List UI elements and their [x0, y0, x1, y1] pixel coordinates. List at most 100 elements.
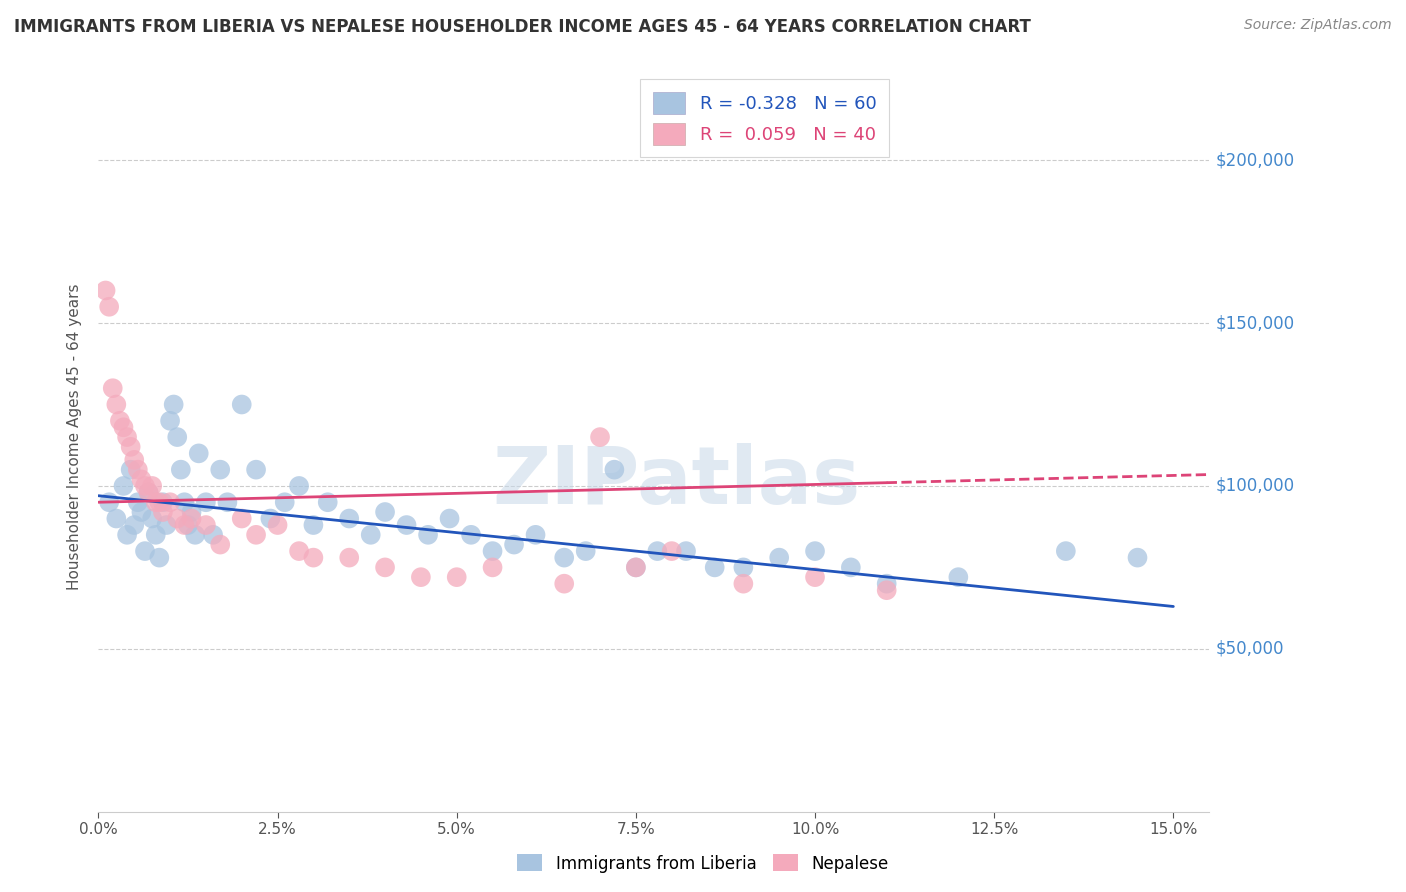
Point [98, 300, 121, 314]
Point [575, 544, 598, 558]
Point [145, 528, 167, 542]
Point [173, 495, 195, 509]
Point [141, 479, 163, 493]
Point [131, 472, 153, 486]
Point [503, 538, 526, 552]
Point [170, 463, 193, 477]
Point [337, 511, 360, 525]
Point [108, 414, 131, 428]
Point [209, 538, 232, 552]
Point [180, 511, 202, 525]
Point [127, 463, 149, 477]
Y-axis label: Householder Income Ages 45 - 64 years: Householder Income Ages 45 - 64 years [67, 284, 83, 591]
Point [177, 518, 200, 533]
Point [416, 528, 439, 542]
Point [127, 495, 149, 509]
Text: Source: ZipAtlas.com: Source: ZipAtlas.com [1244, 18, 1392, 32]
Point [138, 485, 160, 500]
Point [94, 284, 117, 298]
Point [194, 495, 217, 509]
Point [131, 505, 153, 519]
Point [1126, 550, 1149, 565]
Point [122, 518, 145, 533]
Point [173, 518, 195, 533]
Point [141, 511, 163, 525]
Point [105, 397, 128, 411]
Point [804, 544, 827, 558]
Point [524, 528, 547, 542]
Point [374, 560, 396, 574]
Point [148, 550, 170, 565]
Point [184, 528, 207, 542]
Point [302, 518, 325, 533]
Point [733, 560, 755, 574]
Text: $200,000: $200,000 [1216, 151, 1295, 169]
Point [768, 550, 790, 565]
Point [152, 505, 174, 519]
Point [360, 528, 382, 542]
Point [266, 518, 288, 533]
Point [553, 576, 575, 591]
Point [481, 560, 503, 574]
Point [98, 495, 121, 509]
Point [101, 381, 124, 395]
Point [115, 528, 138, 542]
Point [209, 463, 232, 477]
Point [163, 397, 186, 411]
Point [155, 518, 177, 533]
Point [337, 550, 360, 565]
Point [231, 397, 253, 411]
Point [460, 528, 482, 542]
Point [675, 544, 697, 558]
Point [876, 583, 898, 598]
Point [148, 495, 170, 509]
Point [1054, 544, 1077, 558]
Point [733, 576, 755, 591]
Point [589, 430, 612, 444]
Point [134, 544, 156, 558]
Point [288, 544, 311, 558]
Point [202, 528, 225, 542]
Point [703, 560, 725, 574]
Point [804, 570, 827, 584]
Point [180, 505, 202, 519]
Point [259, 511, 281, 525]
Point [112, 479, 135, 493]
Point [661, 544, 683, 558]
Point [245, 528, 267, 542]
Point [120, 440, 142, 454]
Point [603, 463, 626, 477]
Point [876, 576, 898, 591]
Point [159, 414, 181, 428]
Point [288, 479, 311, 493]
Text: $150,000: $150,000 [1216, 314, 1295, 332]
Point [187, 446, 209, 460]
Point [274, 495, 297, 509]
Point [647, 544, 669, 558]
Point [624, 560, 647, 574]
Point [409, 570, 432, 584]
Text: $100,000: $100,000 [1216, 477, 1295, 495]
Point [316, 495, 339, 509]
Point [145, 495, 167, 509]
Point [481, 544, 503, 558]
Point [374, 505, 396, 519]
Point [138, 485, 160, 500]
Point [115, 430, 138, 444]
Point [166, 430, 188, 444]
Legend: R = -0.328   N = 60, R =  0.059   N = 40: R = -0.328 N = 60, R = 0.059 N = 40 [640, 79, 889, 157]
Point [624, 560, 647, 574]
Point [839, 560, 862, 574]
Point [245, 463, 267, 477]
Point [553, 550, 575, 565]
Point [152, 495, 174, 509]
Point [122, 453, 145, 467]
Point [439, 511, 461, 525]
Point [120, 463, 142, 477]
Point [446, 570, 468, 584]
Point [948, 570, 970, 584]
Point [194, 518, 217, 533]
Point [395, 518, 418, 533]
Point [217, 495, 239, 509]
Point [231, 511, 253, 525]
